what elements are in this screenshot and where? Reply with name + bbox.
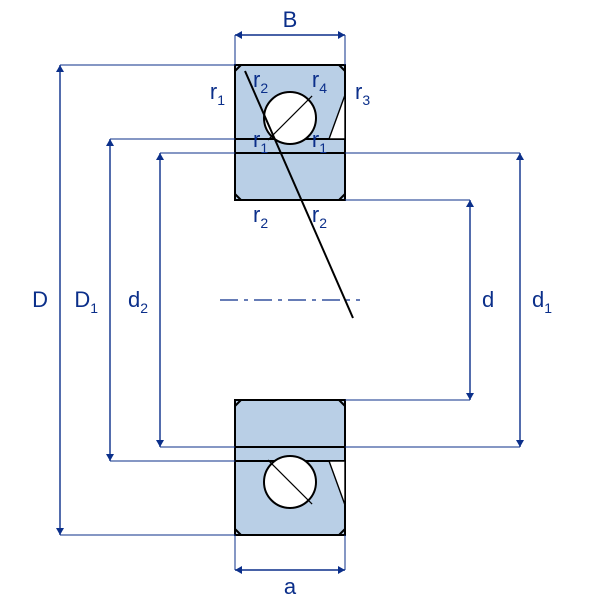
svg-text:D: D <box>32 287 48 312</box>
svg-text:B: B <box>283 7 298 32</box>
svg-text:a: a <box>284 574 297 599</box>
svg-text:d: d <box>482 287 494 312</box>
bearing-diagram: BaDD1d2dd1r2r4r1r3r1r1r2r2 <box>0 0 600 600</box>
